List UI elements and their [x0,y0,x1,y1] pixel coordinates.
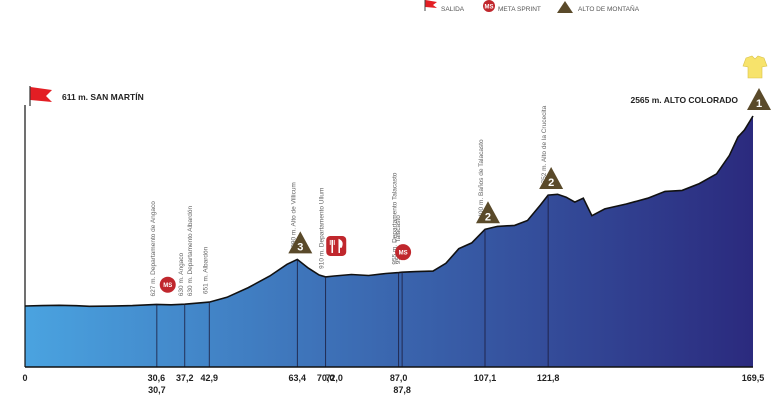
start-label: 611 m. SAN MARTÍN [62,92,144,102]
legend-mountain-icon [557,1,573,13]
climb-category: 2 [548,177,554,189]
elevation-profile-area [25,116,753,367]
leader-jersey-icon [742,55,768,79]
sprint-marker: MS [395,244,412,261]
legend-sprint-label: META SPRINT [498,6,541,13]
legend-flag-icon [424,0,437,11]
km-label: 37,2 [176,373,194,383]
km-label: 30,7 [148,385,166,395]
waypoint-label: 955 m. Departamento Talacasto [392,172,399,264]
sprint-marker: MS [159,276,176,293]
waypoint-label: 630 m. Angaco [178,252,185,296]
legend: SALIDA MS META SPRINT ALTO DE MONTAÑA [424,0,640,13]
sprint-badge: MS [399,250,408,256]
km-label: 169,5 [742,373,765,383]
km-label: 87,0 [390,373,408,383]
start-flag-icon [29,86,52,106]
waypoint-label: 651 m. Albardón [202,246,209,294]
legend-mountain-label: ALTO DE MONTAÑA [578,4,640,13]
mountain-icon [539,167,564,190]
feed-zone-icon [326,235,347,256]
km-label: 30,6 [148,373,166,383]
waypoint-label: 1400 m. Baños de Talacasto [478,139,485,221]
legend-sprint-badge: MS [485,5,494,11]
km-label: 63,4 [289,373,307,383]
climb-category: 2 [485,211,491,223]
waypoint-label: 910 m. Departamento Ullum [319,188,326,269]
climb-marker: 1 [747,88,771,110]
km-label: 72,0 [325,373,343,383]
legend-sprint-icon: MS [483,0,495,12]
waypoint-label: 959 m. Talacasto [395,215,402,264]
km-label: 42,9 [201,373,219,383]
climb-marker: 3 [288,231,313,254]
sprint-icon [395,244,412,261]
climb-marker: 2 [539,167,564,190]
sprint-badge: MS [163,283,172,289]
mountain-icon [288,231,313,254]
km-label: 0 [22,373,27,383]
km-label: 107,1 [474,373,497,383]
km-label: 70,0 [317,373,335,383]
finish-label: 2565 m. ALTO COLORADO [630,95,738,105]
waypoint-label: 627 m. Departamento de Angaco [150,201,157,297]
legend-start-label: SALIDA [441,6,465,13]
climb-category: 3 [297,241,303,253]
mountain-icon [747,88,771,110]
waypoint-label: 630 m. Departamento Albardón [187,205,194,296]
km-label: 87,8 [393,385,411,395]
waypoint-label: 1090 m. Alto de Villicum [290,182,297,251]
elevation-profile-line [24,115,754,308]
sprint-icon [159,276,176,293]
climb-marker: 2 [475,201,500,224]
mountain-icon [475,201,500,224]
waypoint-label: 1752 m. Alto de la Crucecita [541,105,548,187]
km-label: 121,8 [537,373,560,383]
climb-category: 1 [756,98,762,110]
